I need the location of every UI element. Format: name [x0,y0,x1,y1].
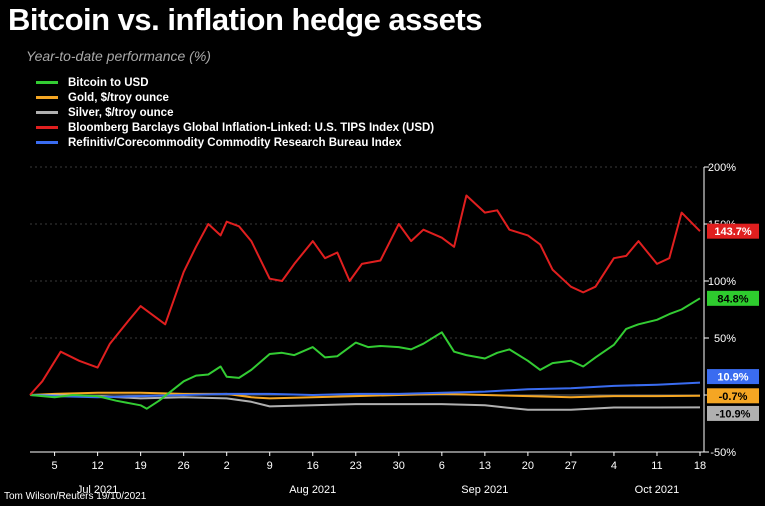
end-labels: 84.8% -0.7% -10.9% 143.7% 10.9% [707,223,759,421]
end-label-box [707,388,759,404]
x-tick-label: 20 [522,460,534,472]
chart-title: Bitcoin vs. inflation hedge assets [8,2,482,37]
x-tick-label: 9 [267,460,273,472]
x-tick-label: 18 [694,460,706,472]
end-label-box [707,290,759,306]
x-tick-label: 5 [52,460,58,472]
x-month-label: Sep 2021 [461,484,508,496]
legend-item-crb: Refinitiv/Corecommodity Commodity Resear… [36,135,434,150]
chart-subtitle: Year-to-date performance (%) [26,48,211,64]
end-label-text: -10.9% [716,408,751,420]
end-label-text: -0.7% [719,391,748,403]
legend-swatch-tips [36,126,58,129]
x-tick-label: 2 [224,460,230,472]
legend-label-crb: Refinitiv/Corecommodity Commodity Resear… [68,136,402,149]
x-tick-label: 27 [565,460,577,472]
legend-item-tips: Bloomberg Barclays Global Inflation-Link… [36,120,434,135]
series-line [29,381,701,399]
series-line [29,194,701,396]
series-line [30,394,701,411]
x-month-label: Aug 2021 [289,484,336,496]
legend-swatch-crb [36,141,58,144]
x-tick-label: 4 [611,460,617,472]
legend-label-silver: Silver, $/troy ounce [68,106,174,119]
x-tick-label: 6 [439,460,445,472]
end-label-box [707,223,759,239]
end-label-text: 84.8% [717,293,748,305]
x-month-label: Oct 2021 [635,484,680,496]
x-tick-label: 11 [651,460,662,472]
legend-swatch-silver [36,111,58,114]
legend-swatch-bitcoin [36,81,58,84]
x-tick-label: 23 [350,460,362,472]
legend-item-bitcoin: Bitcoin to USD [36,75,434,90]
legend-label-tips: Bloomberg Barclays Global Inflation-Link… [68,121,435,134]
legend-item-silver: Silver, $/troy ounce [36,105,434,120]
end-label-box [707,405,759,421]
end-label-box [707,369,759,385]
x-tick-label: 13 [479,460,491,472]
series-lines [29,194,701,411]
legend-item-gold: Gold, $/troy ounce [36,90,434,105]
series-line [29,391,701,400]
x-tick-label: 16 [307,460,319,472]
y-tick-label: -50% [710,447,736,459]
end-label-text: 143.7% [714,226,752,238]
legend-label-gold: Gold, $/troy ounce [68,91,169,104]
series-line [29,297,701,410]
x-tick-label: 12 [91,460,103,472]
legend-label-bitcoin: Bitcoin to USD [68,76,149,89]
x-tick-label: 26 [178,460,190,472]
legend-swatch-gold [36,96,58,99]
x-axis: 5 12 19 26 2 9 16 23 30 6 13 20 27 4 11 18 Jul 2021 Aug 2… [30,451,706,496]
credit-line: Tom Wilson/Reuters 19/10/2021 [4,491,147,502]
y-tick-label: 100% [708,276,736,288]
x-month-label: Jul 2021 [77,484,119,496]
legend: Bitcoin to USD Gold, $/troy ounce Silver… [36,75,434,150]
end-label-text: 10.9% [717,372,748,384]
y-tick-label: 200% [708,162,736,174]
x-tick-label: 30 [393,460,405,472]
y-tick-label: 50% [714,333,736,345]
x-tick-label: 19 [135,460,147,472]
